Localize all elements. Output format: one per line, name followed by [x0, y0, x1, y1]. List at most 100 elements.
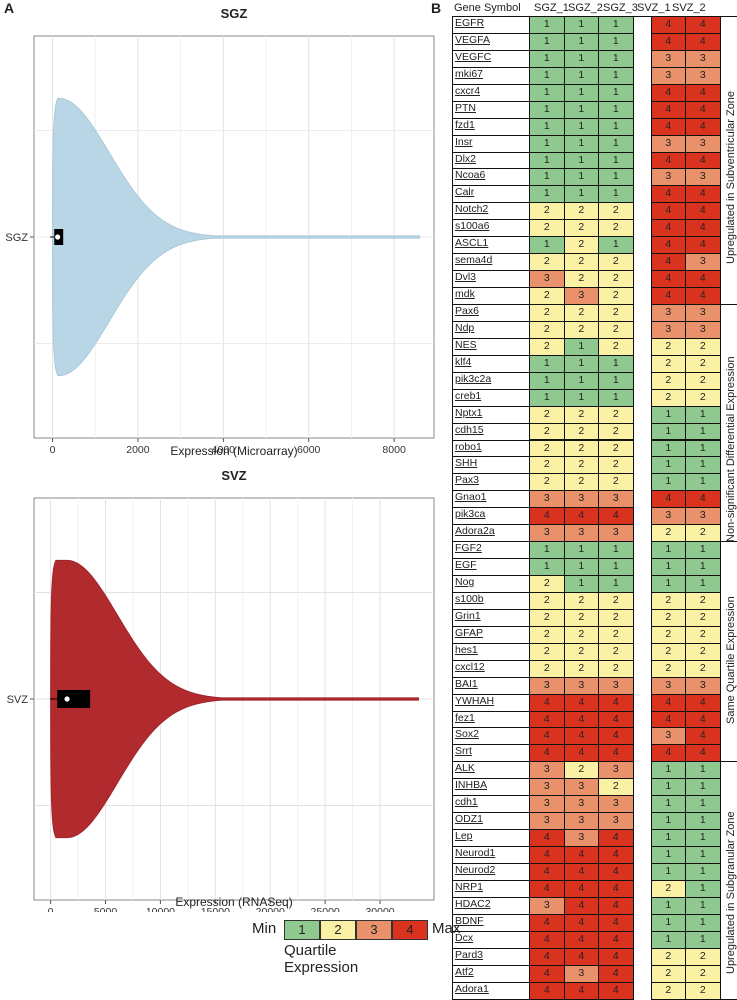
quartile-cell: 2: [685, 965, 721, 983]
quartile-cell: 1: [598, 50, 634, 68]
quartile-cell: 4: [564, 727, 600, 745]
quartile-cell: 3: [685, 253, 721, 271]
header-sgz-1: SGZ_1: [534, 2, 569, 14]
quartile-cell: 4: [529, 863, 565, 881]
quartile-cell: 2: [564, 761, 600, 779]
gene-symbol: Sox2: [455, 728, 479, 740]
quartile-cell: 2: [651, 626, 687, 644]
quartile-cell: 1: [685, 761, 721, 779]
quartile-cell: 2: [529, 287, 565, 305]
quartile-cell: 1: [651, 846, 687, 864]
gene-symbol: cdh15: [455, 424, 484, 436]
quartile-cell: 3: [529, 490, 565, 508]
quartile-cell: 2: [685, 524, 721, 542]
gene-symbol: Dvl3: [455, 271, 476, 283]
quartile-cell: 4: [564, 507, 600, 525]
quartile-cell: 1: [651, 914, 687, 932]
quartile-cell: 1: [651, 897, 687, 915]
quartile-cell: 1: [529, 541, 565, 559]
quartile-cell: 1: [598, 67, 634, 85]
quartile-cell: 4: [651, 490, 687, 508]
quartile-cell: 3: [564, 287, 600, 305]
quartile-cell: 3: [598, 812, 634, 830]
quartile-cell: 4: [685, 744, 721, 762]
quartile-cell: 4: [685, 118, 721, 136]
quartile-cell: 4: [529, 711, 565, 729]
quartile-cell: 4: [564, 863, 600, 881]
quartile-cell: 1: [598, 389, 634, 407]
median-point: [64, 696, 69, 701]
gene-symbol: sema4d: [455, 254, 492, 266]
quartile-cell: 1: [564, 355, 600, 373]
quartile-cell: 1: [529, 101, 565, 119]
quartile-cell: 4: [598, 829, 634, 847]
quartile-cell: 3: [564, 829, 600, 847]
gene-symbol: hes1: [455, 644, 478, 656]
quartile-cell: 1: [598, 118, 634, 136]
quartile-cell: 4: [529, 727, 565, 745]
quartile-cell: 3: [529, 778, 565, 796]
quartile-cell: 1: [564, 152, 600, 170]
quartile-cell: 4: [685, 287, 721, 305]
quartile-cell: 1: [598, 236, 634, 254]
quartile-cell: 2: [651, 948, 687, 966]
quartile-cell: 2: [564, 219, 600, 237]
quartile-cell: 2: [685, 660, 721, 678]
quartile-cell: 2: [564, 456, 600, 474]
quartile-cell: 2: [529, 406, 565, 424]
quartile-cell: 3: [598, 795, 634, 813]
gene-symbol: EGFR: [455, 17, 484, 29]
quartile-cell: 4: [651, 236, 687, 254]
quartile-cell: 3: [564, 677, 600, 695]
quartile-cell: 4: [598, 880, 634, 898]
quartile-cell: 1: [598, 101, 634, 119]
quartile-cell: 1: [564, 33, 600, 51]
quartile-cell: 1: [685, 473, 721, 491]
quartile-cell: 3: [685, 507, 721, 525]
quartile-cell: 3: [685, 677, 721, 695]
quartile-cell: 4: [685, 490, 721, 508]
gene-symbol: mki67: [455, 68, 483, 80]
gene-symbol: EGF: [455, 559, 477, 571]
quartile-cell: 4: [651, 101, 687, 119]
quartile-cell: 4: [685, 185, 721, 203]
gene-symbol: Nptx1: [455, 407, 482, 419]
quartile-cell: 4: [685, 84, 721, 102]
quartile-cell: 2: [598, 660, 634, 678]
quartile-cell: 1: [564, 50, 600, 68]
quartile-cell: 2: [685, 626, 721, 644]
quartile-cell: 2: [564, 423, 600, 441]
quartile-cell: 1: [598, 372, 634, 390]
quartile-cell: 4: [651, 84, 687, 102]
quartile-cell: 2: [598, 423, 634, 441]
gene-symbol: fzd1: [455, 119, 475, 131]
gene-symbol: FGF2: [455, 542, 482, 554]
gene-symbol: Dlx2: [455, 153, 476, 165]
gene-symbol: Insr: [455, 136, 473, 148]
quartile-cell: 2: [598, 626, 634, 644]
quartile-cell: 4: [564, 711, 600, 729]
gene-symbol: SHH: [455, 457, 477, 469]
quartile-cell: 4: [685, 219, 721, 237]
quartile-cell: 2: [651, 880, 687, 898]
quartile-cell: 4: [598, 948, 634, 966]
quartile-cell: 4: [564, 948, 600, 966]
quartile-cell: 1: [529, 135, 565, 153]
gene-symbol: Atf2: [455, 966, 474, 978]
quartile-cell: 3: [651, 304, 687, 322]
quartile-cell: 4: [685, 727, 721, 745]
quartile-cell: 1: [598, 33, 634, 51]
gene-symbol: Notch2: [455, 203, 488, 215]
legend-level-2: 2: [320, 920, 356, 940]
quartile-cell: 1: [685, 423, 721, 441]
quartile-cell: 1: [529, 558, 565, 576]
quartile-cell: 1: [651, 541, 687, 559]
quartile-cell: 2: [529, 202, 565, 220]
y-category-label: SVZ: [7, 694, 29, 706]
gene-symbol: cxcl12: [455, 661, 485, 673]
quartile-cell: 1: [685, 931, 721, 949]
gene-symbol: Adora1: [455, 983, 489, 995]
quartile-cell: 3: [651, 321, 687, 339]
gene-symbol: Pax3: [455, 474, 479, 486]
